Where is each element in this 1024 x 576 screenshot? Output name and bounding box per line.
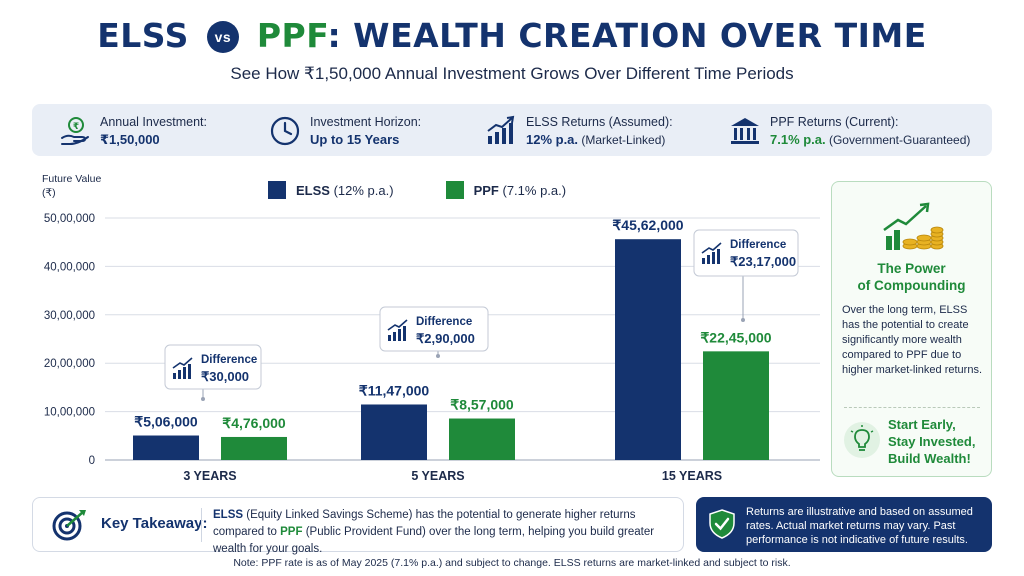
y-tick-label: 50,00,000 xyxy=(44,213,95,225)
page-subtitle: See How ₹1,50,000 Annual Investment Grow… xyxy=(230,64,794,83)
takeaway-text: ELSS (Equity Linked Savings Scheme) has … xyxy=(213,509,655,555)
callout-icon-bar xyxy=(702,258,705,264)
growth-chart-icon xyxy=(487,115,515,144)
info-annual-investment: ₹ Annual Investment: ₹1,50,000 xyxy=(58,112,207,150)
callout-icon-bar xyxy=(188,364,191,379)
difference-label: Difference xyxy=(201,354,257,366)
svg-text:₹: ₹ xyxy=(73,122,79,132)
y-tick-label: 10,00,000 xyxy=(44,407,95,419)
shield-check-icon xyxy=(709,509,735,539)
callout-dot xyxy=(741,318,745,322)
info-ppf-returns: PPF Returns (Current): 7.1% p.a. (Govern… xyxy=(728,112,970,150)
bar-chart: 0 10,00,000 20,00,000 30,00,000 40,00,000 50,… xyxy=(44,213,820,483)
info-elss-returns: ELSS Returns (Assumed): 12% p.a. (Market… xyxy=(484,112,673,150)
legend-name: PPF xyxy=(473,182,499,198)
disclaimer-box: Returns are illustrative and based on as… xyxy=(696,497,992,552)
legend-item-ppf: PPF (7.1% p.a.) xyxy=(445,181,567,199)
bank-icon xyxy=(731,118,759,144)
title-elss: ELSS xyxy=(97,16,189,55)
difference-value: ₹30,000 xyxy=(201,369,249,384)
side-description: Over the long term, ELSS has the potenti… xyxy=(842,304,983,376)
difference-label: Difference xyxy=(416,316,472,328)
legend-rate: (7.1% p.a.) xyxy=(502,182,567,198)
callout-icon-bar xyxy=(178,370,181,379)
data-label: ₹8,57,000 xyxy=(450,397,514,413)
y-tick-label: 0 xyxy=(89,455,95,467)
callout-dot xyxy=(436,354,440,358)
data-label: ₹22,45,000 xyxy=(700,329,771,345)
compounding-panel: The Power of Compounding Over the long t… xyxy=(831,181,992,477)
bar-ppf xyxy=(221,436,287,460)
callout-dot xyxy=(201,397,205,401)
growth-chart-icon xyxy=(387,319,408,331)
info-value: 12% p.a. (Market-Linked) xyxy=(526,132,666,147)
disclaimer-text: Returns are illustrative and based on as… xyxy=(746,506,973,546)
bar-elss xyxy=(361,404,427,460)
info-label: Annual Investment: xyxy=(100,115,208,129)
callout-icon-bar xyxy=(403,326,406,341)
bar-elss xyxy=(615,239,681,460)
info-label: ELSS Returns (Assumed): xyxy=(526,115,673,129)
growth-chart-icon xyxy=(172,357,193,369)
callout-icon-bar xyxy=(717,249,720,264)
footnote: Note: PPF rate is as of May 2025 (7.1% p… xyxy=(233,557,791,569)
legend-item-elss: ELSS (12% p.a.) xyxy=(268,181,394,199)
y-tick-label: 30,00,000 xyxy=(44,310,95,322)
callout-icon-bar xyxy=(183,367,186,379)
callout-icon-bar xyxy=(398,329,401,341)
data-label: ₹5,06,000 xyxy=(134,414,198,430)
difference-value: ₹23,17,000 xyxy=(730,254,796,269)
bar-ppf xyxy=(703,351,769,460)
difference-value: ₹2,90,000 xyxy=(416,331,475,346)
info-label: Investment Horizon: xyxy=(310,115,422,129)
key-takeaway: Key Takeaway: ELSS (Equity Linked Saving… xyxy=(32,497,684,555)
title-rest: : WEALTH CREATION OVER TIME xyxy=(327,16,927,55)
callout-icon-bar xyxy=(393,332,396,341)
difference-label: Difference xyxy=(730,239,786,251)
y-tick-label: 20,00,000 xyxy=(44,358,95,370)
data-label: ₹45,62,000 xyxy=(612,217,683,233)
vs-badge: vs xyxy=(206,21,239,53)
title-ppf: PPF xyxy=(256,16,328,55)
info-bar: ₹ Annual Investment: ₹1,50,000 Investmen… xyxy=(32,104,992,156)
info-investment-horizon: Investment Horizon: Up to 15 Years xyxy=(268,112,421,150)
target-icon xyxy=(52,510,86,541)
legend-name: ELSS xyxy=(296,182,330,198)
lightbulb-icon xyxy=(844,422,880,458)
money-hand-icon: ₹ xyxy=(61,117,89,145)
callout-icon-bar xyxy=(707,255,710,264)
info-value: Up to 15 Years xyxy=(310,132,400,147)
legend-swatch xyxy=(268,181,286,199)
side-cta: Start Early, Stay Invested, Build Wealth… xyxy=(888,417,976,466)
x-tick-label: 15 YEARS xyxy=(662,469,722,483)
divider xyxy=(201,508,202,542)
divider xyxy=(844,407,980,408)
side-title: The Power of Compounding xyxy=(857,261,966,293)
legend-swatch xyxy=(445,181,464,199)
difference-callout xyxy=(379,306,489,352)
growth-chart-icon xyxy=(701,242,722,254)
difference-callout xyxy=(693,229,799,277)
callout-icon-bar xyxy=(712,252,715,264)
x-tick-label: 5 YEARS xyxy=(411,469,464,483)
takeaway-label: Key Takeaway: xyxy=(101,515,208,532)
bar-ppf xyxy=(449,418,515,460)
info-label: PPF Returns (Current): xyxy=(770,115,899,129)
clock-icon xyxy=(270,116,300,146)
info-value: 7.1% p.a. (Government-Guaranteed) xyxy=(770,132,971,147)
bar-elss xyxy=(133,435,199,460)
y-tick-label: 40,00,000 xyxy=(44,261,95,273)
coins-growth-icon xyxy=(883,202,944,250)
y-axis-label: Future Value (₹) xyxy=(42,173,102,199)
callout-icon-bar xyxy=(388,335,391,341)
chart-legend: ELSS (12% p.a.) PPF (7.1% p.a.) xyxy=(268,180,618,200)
x-tick-label: 3 YEARS xyxy=(183,469,236,483)
page-title: ELSS vs PPF: WEALTH CREATION OVER TIME xyxy=(0,14,1024,58)
data-label: ₹4,76,000 xyxy=(222,415,286,431)
legend-rate: (12% p.a.) xyxy=(333,182,394,198)
data-label: ₹11,47,000 xyxy=(359,382,430,398)
callout-icon-bar xyxy=(173,373,176,379)
info-value: ₹1,50,000 xyxy=(100,132,160,147)
